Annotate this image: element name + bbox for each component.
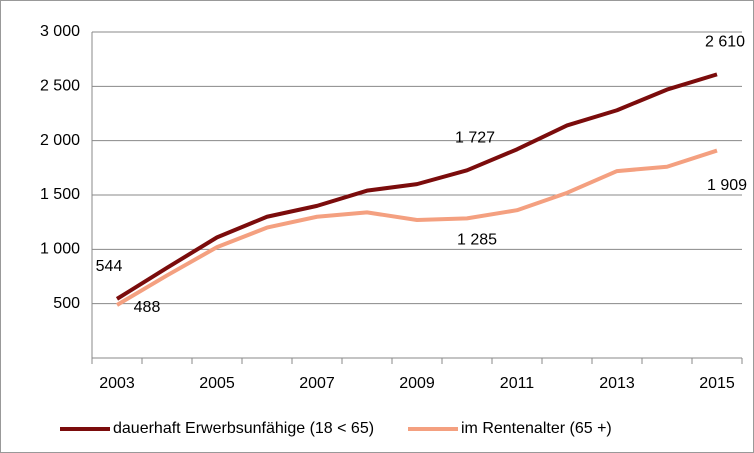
x-tick-label: 2015 <box>699 375 735 392</box>
x-tick-label: 2011 <box>500 375 535 392</box>
data-label: 1 909 <box>707 177 747 194</box>
legend-label: dauerhaft Erwerbsunfähige (18 < 65) <box>113 420 374 437</box>
legend-label: im Rentenalter (65 +) <box>461 420 612 437</box>
data-label: 488 <box>134 299 161 316</box>
y-tick-label: 1 000 <box>40 241 80 258</box>
x-tick-label: 2009 <box>399 375 435 392</box>
y-tick-label: 2 000 <box>40 132 80 149</box>
x-tick-label: 2005 <box>199 375 235 392</box>
data-label: 544 <box>96 258 123 275</box>
series-line <box>115 72 718 301</box>
data-label: 1 727 <box>455 130 495 147</box>
y-tick-label: 1 500 <box>40 186 80 203</box>
data-label: 2 610 <box>705 34 745 51</box>
y-tick-label: 500 <box>53 295 80 312</box>
series-line <box>115 148 718 307</box>
y-tick-label: 2 500 <box>40 78 80 95</box>
x-tick-label: 2007 <box>299 375 335 392</box>
y-tick-label: 3 000 <box>40 23 80 40</box>
x-tick-label: 2013 <box>599 375 635 392</box>
data-label: 1 285 <box>457 232 497 249</box>
x-tick-label: 2003 <box>99 375 135 392</box>
